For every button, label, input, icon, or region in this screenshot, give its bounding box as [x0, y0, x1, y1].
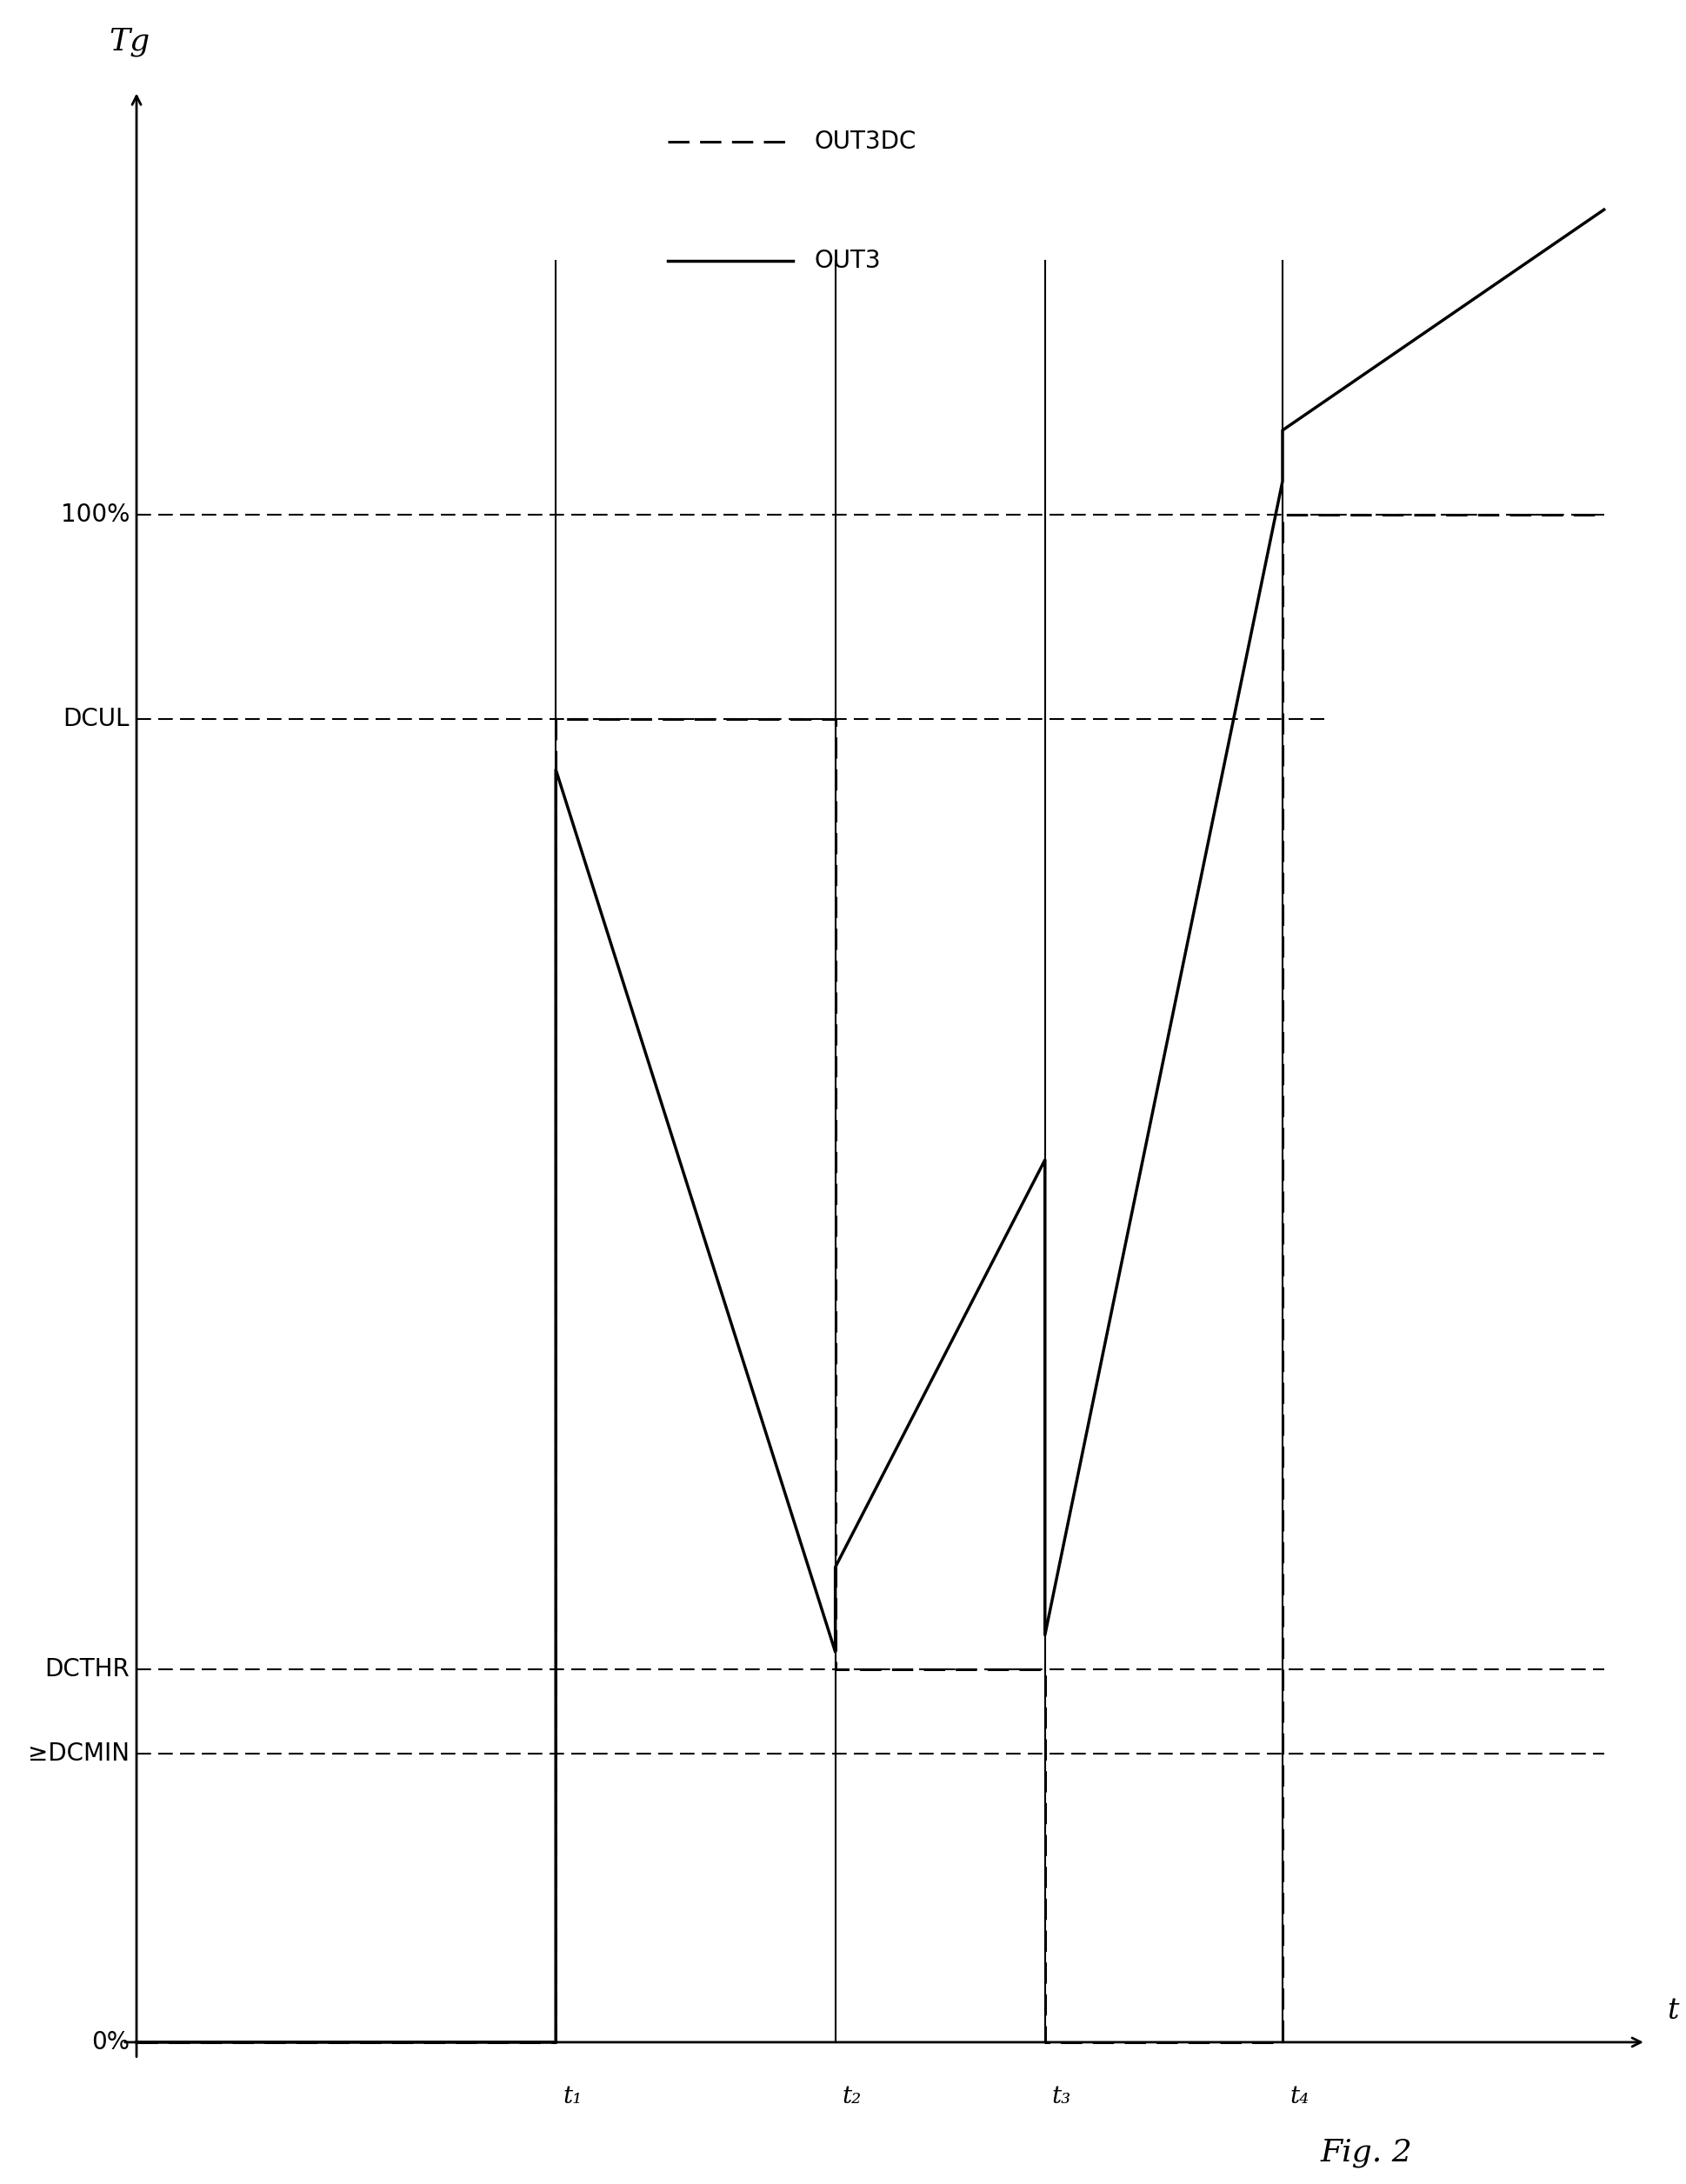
- Text: ≥DCMIN: ≥DCMIN: [27, 1741, 130, 1767]
- Text: Tg: Tg: [110, 28, 150, 57]
- Text: t: t: [1667, 1998, 1679, 2025]
- Text: t₂: t₂: [843, 2086, 862, 2108]
- Text: t₃: t₃: [1052, 2086, 1071, 2108]
- Text: 0%: 0%: [91, 2031, 130, 2055]
- Text: Fig. 2: Fig. 2: [1320, 2138, 1413, 2167]
- Text: t₁: t₁: [563, 2086, 582, 2108]
- Text: OUT3: OUT3: [814, 249, 882, 273]
- Text: DCUL: DCUL: [62, 708, 130, 732]
- Text: t₄: t₄: [1290, 2086, 1308, 2108]
- Text: DCTHR: DCTHR: [44, 1658, 130, 1682]
- Text: OUT3DC: OUT3DC: [814, 129, 917, 153]
- Text: 100%: 100%: [61, 502, 130, 526]
